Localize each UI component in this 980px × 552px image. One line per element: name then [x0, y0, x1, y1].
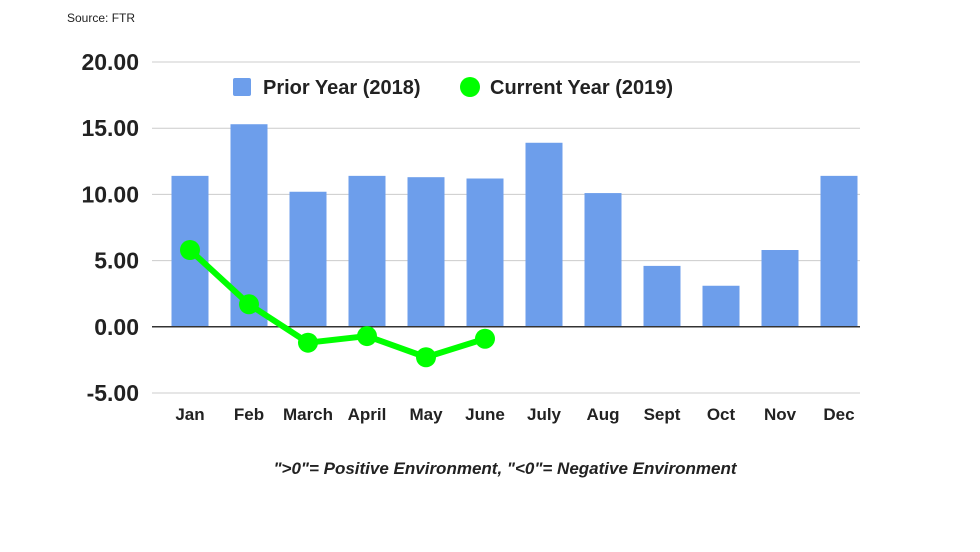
x-tick-label: Feb [234, 405, 264, 424]
x-tick-label: Jan [175, 405, 204, 424]
x-tick-label: Aug [586, 405, 619, 424]
line-point [180, 240, 200, 261]
legend-marker-current-year [460, 77, 480, 97]
line-point [475, 328, 495, 349]
y-tick-label: 20.00 [81, 49, 139, 75]
x-tick-label: Nov [764, 405, 797, 424]
gridlines [152, 61, 860, 394]
bar-june [466, 178, 504, 327]
line-point [298, 332, 318, 353]
line-point [357, 326, 377, 347]
y-tick-label: 15.00 [81, 115, 139, 141]
bar-aug [584, 193, 622, 327]
y-tick-label: 0.00 [94, 314, 139, 340]
x-tick-label: Sept [644, 405, 681, 424]
line-point [416, 347, 436, 368]
x-tick-label: July [527, 405, 562, 424]
x-tick-label: Oct [707, 405, 736, 424]
bar-may [407, 177, 445, 327]
bar-dec [820, 175, 858, 327]
bars-prior-year [171, 124, 858, 327]
x-axis-ticks: Jan Feb March April May June July Aug Sept Oct Nov… [175, 405, 854, 424]
y-tick-label: 5.00 [94, 248, 139, 274]
line-point [239, 294, 259, 315]
legend-swatch-prior-year [233, 78, 251, 96]
line-path [187, 247, 488, 361]
bar-april [348, 175, 386, 327]
legend-label-current-year: Current Year (2019) [490, 77, 673, 99]
bar-sept [643, 265, 681, 327]
bar-july [525, 142, 563, 327]
bar-nov [761, 250, 799, 327]
x-tick-label: Dec [823, 405, 854, 424]
y-tick-label: 10.00 [81, 181, 139, 207]
bar-march [289, 191, 327, 327]
x-tick-label: April [348, 405, 387, 424]
y-axis-ticks: 20.00 15.00 10.00 5.00 0.00 -5.00 [81, 49, 139, 406]
y-tick-label: -5.00 [87, 380, 139, 406]
chart-caption: ">0"= Positive Environment, "<0"= Negati… [273, 459, 737, 478]
source-note: Source: FTR [67, 11, 136, 25]
bar-oct [702, 285, 740, 327]
line-current-year [180, 240, 495, 368]
x-tick-label: May [409, 405, 443, 424]
x-tick-label: March [283, 405, 333, 424]
x-tick-label: June [465, 405, 505, 424]
legend: Prior Year (2018) Current Year (2019) [233, 77, 673, 99]
legend-label-prior-year: Prior Year (2018) [263, 77, 421, 99]
